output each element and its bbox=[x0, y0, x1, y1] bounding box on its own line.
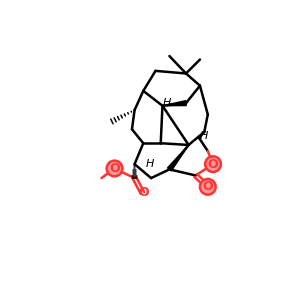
Text: H: H bbox=[163, 98, 171, 108]
Text: H: H bbox=[199, 131, 208, 141]
Circle shape bbox=[205, 156, 221, 172]
Text: O: O bbox=[208, 158, 218, 171]
Polygon shape bbox=[167, 145, 189, 171]
Circle shape bbox=[107, 161, 122, 176]
Text: H: H bbox=[145, 159, 154, 169]
Text: O: O bbox=[109, 162, 120, 175]
Circle shape bbox=[200, 179, 216, 195]
Text: O: O bbox=[139, 186, 149, 200]
Text: O: O bbox=[202, 180, 213, 193]
Polygon shape bbox=[163, 101, 186, 106]
